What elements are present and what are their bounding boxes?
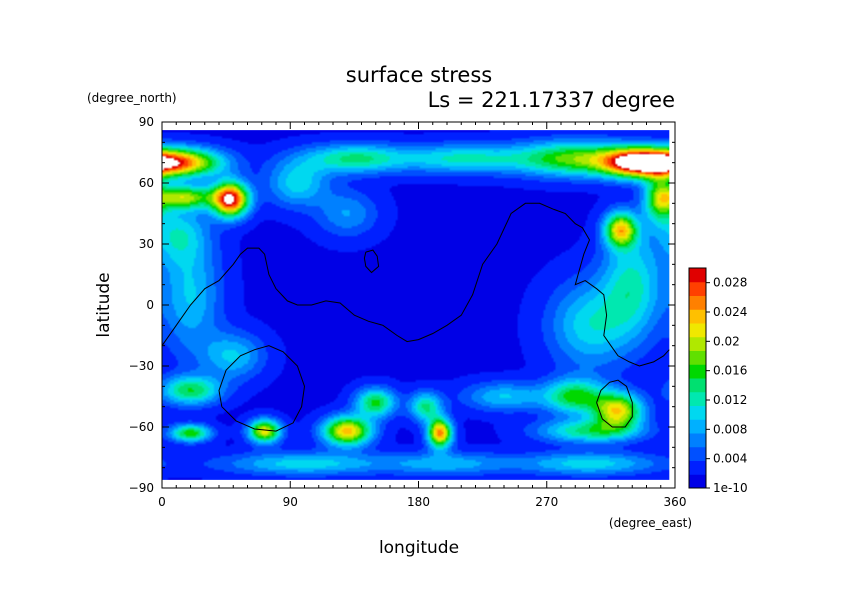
colorbar-label: 0.028 [713,276,747,290]
colorbar-swatch [689,446,706,461]
y-tick-label: 90 [139,115,154,129]
y-tick-label: 60 [139,176,154,190]
colorbar-swatch [689,281,706,296]
colorbar-swatch [689,309,706,324]
y-unit-label: (degree_north) [87,91,177,105]
colorbar: 1e-10 0.004 0.008 0.012 0.016 0.02 0.024 0.028 [688,267,748,495]
colorbar-swatch [689,391,706,406]
colorbar-swatch [689,460,706,475]
colorbar-label: 0.012 [713,393,747,407]
colorbar-swatch [689,336,706,351]
y-tick-label: −60 [129,420,154,434]
y-tick-label: −90 [129,481,154,495]
colorbar-label: 0.02 [713,334,740,348]
colorbar-swatch [689,419,706,434]
y-tick-label: 30 [139,237,154,251]
x-tick-label: 180 [407,495,430,509]
y-axis-title: latitude [94,272,114,337]
colorbar-swatch [689,474,706,489]
y-tick-label: −30 [129,359,154,373]
colorbar-swatch [689,295,706,310]
colorbar-swatch [689,323,706,338]
y-tick-label: 0 [146,298,154,312]
colorbar-frame [688,267,707,489]
contour-small-island [363,249,380,274]
colorbar-swatch [689,378,706,393]
x-tick-label: 270 [535,495,558,509]
colorbar-label: 0.004 [713,452,747,466]
y-axis: −90 −60 −30 0 30 60 90 [129,115,675,495]
x-tick-label: 90 [283,495,298,509]
contour-continent-outline [161,202,670,367]
x-unit-label: (degree_east) [609,516,692,530]
chart-title: surface stress [346,63,492,87]
contour-southeast-crater [596,379,633,428]
chart-subtitle: Ls = 221.17337 degree [428,88,675,112]
x-axis-title: longitude [379,538,459,558]
x-axis: 0 90 180 270 360 [158,122,686,509]
colorbar-label: 0.008 [713,422,747,436]
colorbar-swatch [689,433,706,448]
stress-field [162,130,670,480]
x-tick-label: 0 [158,495,166,509]
colorbar-swatch [689,268,706,283]
colorbar-swatch [689,405,706,420]
contour-southwest-crater [218,345,306,432]
colorbar-label: 0.016 [713,364,747,378]
x-tick-label: 360 [664,495,687,509]
colorbar-swatch [689,364,706,379]
colorbar-swatch [689,350,706,365]
colorbar-label: 1e-10 [713,481,748,495]
contour-lines [161,202,670,432]
colorbar-label: 0.024 [713,305,747,319]
